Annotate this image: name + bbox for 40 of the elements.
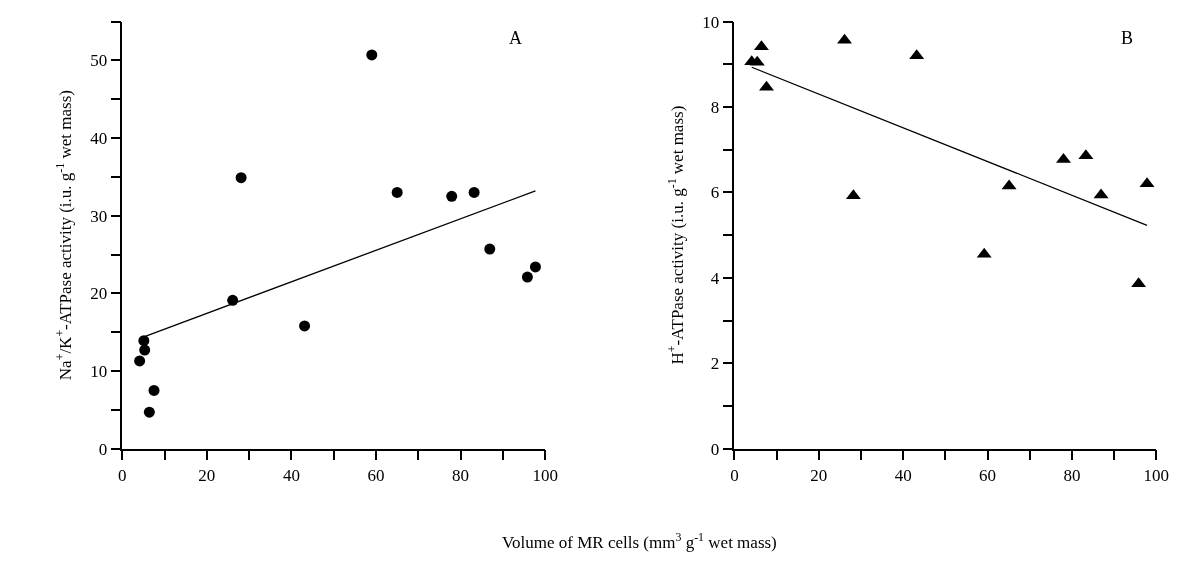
x-tick-label: 40 <box>282 465 300 485</box>
y-tick-label: 4 <box>710 268 720 288</box>
point <box>391 186 403 198</box>
point <box>143 406 155 418</box>
point <box>299 320 311 332</box>
x-axis-title: Volume of MR cells (mm$^{3}$ g$^{-1}$ wet mass) <box>502 530 777 553</box>
point <box>235 172 247 184</box>
y-tick-label: 50 <box>90 51 108 71</box>
point <box>468 186 480 198</box>
x-tick-label: 80 <box>452 465 470 485</box>
x-tick-label: 60 <box>979 465 997 485</box>
point <box>134 355 146 367</box>
x-tick-label: 0 <box>730 465 739 485</box>
x-tick-label: 20 <box>198 465 216 485</box>
chart-title: B <box>1121 28 1134 48</box>
point <box>446 190 458 202</box>
y-tick-label: 8 <box>710 97 720 117</box>
point <box>366 49 378 61</box>
y-tick-label: 20 <box>90 284 108 304</box>
x-tick-label: 40 <box>894 465 912 485</box>
chart-title: A <box>509 28 522 48</box>
y-tick-label: 0 <box>710 439 720 459</box>
y-tick-label: 6 <box>710 183 720 203</box>
point <box>139 344 151 356</box>
x-tick-label: 100 <box>532 465 558 485</box>
x-tick-label: 80 <box>1063 465 1081 485</box>
y-tick-label: 30 <box>90 206 108 226</box>
y-tick-label: 10 <box>90 361 108 381</box>
point <box>529 261 541 273</box>
x-tick-label: 0 <box>118 465 127 485</box>
y-tick-label: 10 <box>702 12 720 32</box>
point <box>148 384 160 396</box>
y-tick-label: 40 <box>90 128 108 148</box>
y-tick-label: 0 <box>98 439 108 459</box>
point <box>521 271 533 283</box>
x-tick-label: 60 <box>367 465 385 485</box>
point <box>484 243 496 255</box>
x-tick-label: 20 <box>810 465 828 485</box>
y-tick-label: 2 <box>710 354 720 374</box>
x-tick-label: 100 <box>1143 465 1170 485</box>
